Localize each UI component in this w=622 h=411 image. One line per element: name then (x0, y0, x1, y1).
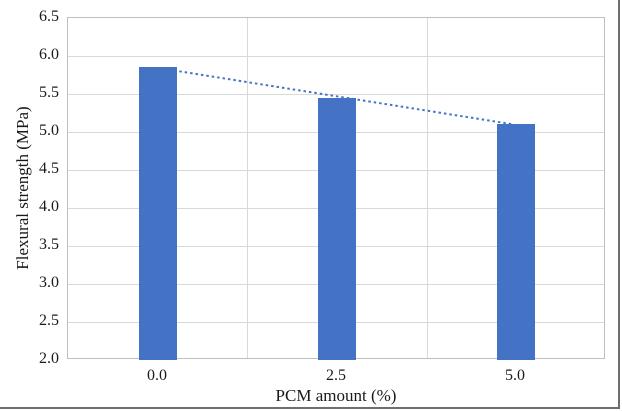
y-tick-label-2.0: 2.0 (39, 350, 59, 367)
bar-2.5 (318, 98, 356, 360)
horizontal-gridline (68, 56, 604, 57)
bar-5.0 (497, 124, 535, 360)
y-tick-label-6.0: 6.0 (39, 46, 59, 63)
y-tick-label-5.0: 5.0 (39, 122, 59, 139)
bar-0.0 (139, 67, 177, 360)
x-tick-label-0.0: 0.0 (147, 367, 167, 384)
y-axis-title: Flexural strength (MPa) (13, 106, 32, 270)
trendline (157, 66, 515, 126)
x-axis-title: PCM amount (%) (275, 386, 397, 405)
x-tick-label-5.0: 5.0 (505, 367, 525, 384)
vertical-gridline (247, 18, 248, 358)
x-tick-label-2.5: 2.5 (326, 367, 346, 384)
trendline-dotted-segment (157, 66, 515, 126)
horizontal-gridline (68, 94, 604, 95)
y-tick-label-5.5: 5.5 (39, 84, 59, 101)
y-tick-label-3.5: 3.5 (39, 236, 59, 253)
y-tick-label-3.0: 3.0 (39, 274, 59, 291)
y-tick-label-4.5: 4.5 (39, 160, 59, 177)
vertical-gridline (427, 18, 428, 358)
y-tick-label-4.0: 4.0 (39, 198, 59, 215)
y-tick-label-2.5: 2.5 (39, 312, 59, 329)
plot-area (67, 17, 605, 360)
y-tick-label-6.5: 6.5 (39, 8, 59, 25)
